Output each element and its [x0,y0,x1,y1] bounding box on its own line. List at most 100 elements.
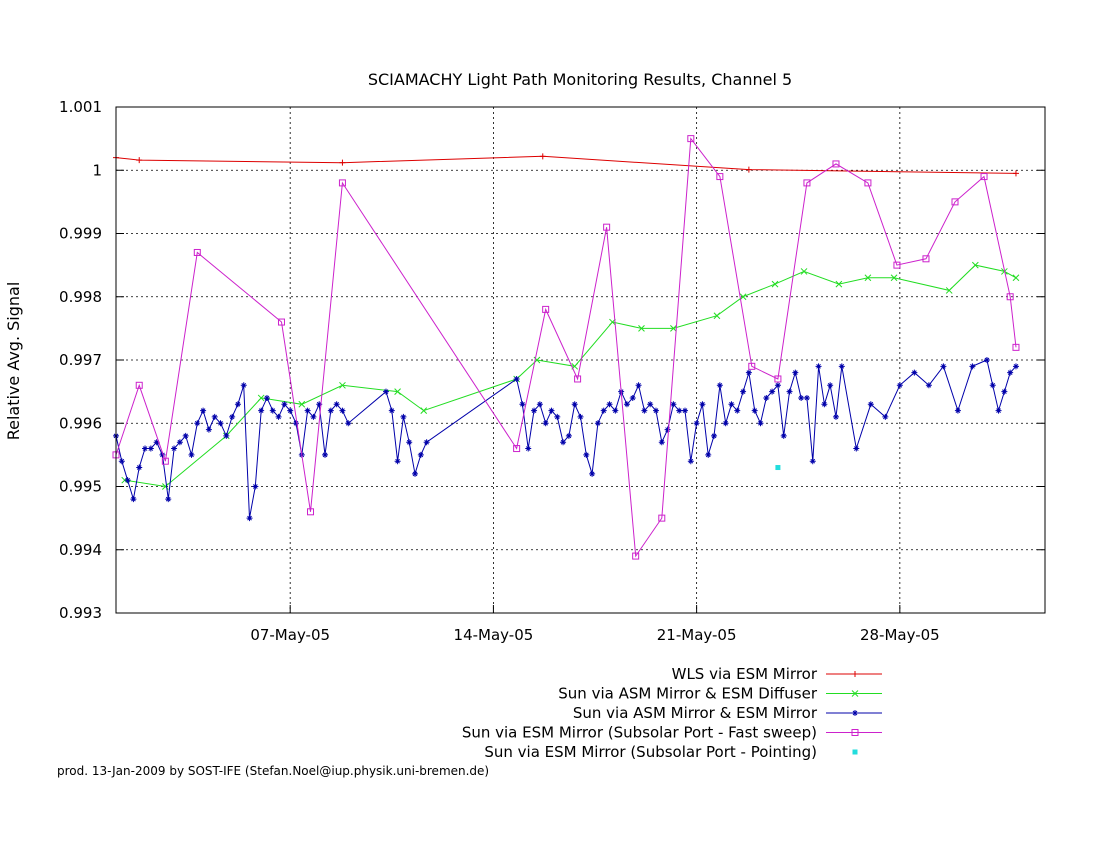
data-point [740,388,747,395]
data-point [345,420,352,427]
data-point [136,464,143,471]
data-point [223,432,230,439]
data-point [565,432,572,439]
data-point [800,268,808,275]
chart-title: SCIAMACHY Light Path Monitoring Results,… [368,70,792,89]
data-point [945,287,953,294]
y-tick-label: 0.998 [59,288,102,306]
data-point [417,451,424,458]
data-point [1012,170,1019,177]
data-point [951,198,959,206]
data-point [257,394,265,402]
data-point [835,280,843,288]
data-point [693,420,700,427]
data-point [676,407,683,414]
data-point [864,179,872,187]
legend-marker [852,671,858,677]
y-tick-label: 1.001 [59,98,102,116]
data-point [269,407,276,414]
legend-label: Sun via ESM Mirror (Subsolar Port - Poin… [484,743,817,761]
data-point [159,451,166,458]
data-point [519,401,526,408]
data-point [774,382,781,389]
data-point [882,413,889,420]
data-point [687,135,695,143]
y-axis-ticks: 0.993 0.994 0.995 0.996 0.997 0.998 0.999 1 1.00… [59,98,1045,622]
data-point [531,407,538,414]
data-point [277,318,285,326]
data-point [1012,274,1020,282]
data-point [748,362,756,370]
data-point [147,445,154,452]
legend-label: Sun via ASM Mirror & ESM Mirror [573,704,818,722]
data-point [853,445,860,452]
data-point [211,413,218,420]
grid-lines [116,107,1045,613]
data-point [287,407,294,414]
data-point [229,413,236,420]
data-point [307,508,315,516]
data-point [775,465,781,471]
data-point [652,407,659,414]
data-point [792,369,799,376]
data-point [1012,363,1019,370]
data-point [632,552,640,560]
data-point [234,401,241,408]
y-tick-label: 0.993 [59,604,102,622]
data-point [339,381,346,389]
data-point [745,369,752,376]
data-point [838,363,845,370]
data-point [589,470,596,477]
data-point [751,407,758,414]
data-point [420,407,428,414]
data-point [298,400,306,408]
data-point [258,407,265,414]
y-tick-label: 0.997 [59,351,102,369]
series-4 [112,135,1020,560]
data-point [548,407,555,414]
data-point [647,401,654,408]
data-point [1006,293,1014,301]
data-point [577,413,584,420]
data-point [940,363,947,370]
data-point [339,407,346,414]
data-point [275,413,282,420]
data-point [623,401,630,408]
data-point [893,261,901,269]
legend-label: Sun via ASM Mirror & ESM Diffuser [558,685,818,703]
data-point [803,179,811,187]
data-point [539,153,546,160]
data-point [763,394,770,401]
x-axis-ticks: 07-May-05 14-May-05 21-May-05 28-May-05 [250,605,940,644]
data-point [925,382,932,389]
data-point [728,401,735,408]
data-point [161,457,169,465]
data-point [536,401,543,408]
data-point [864,274,872,282]
data-point [890,274,898,282]
data-series [112,135,1020,560]
data-point [827,382,834,389]
data-point [641,407,648,414]
data-point [394,458,401,465]
data-point [513,375,520,382]
data-point [118,458,125,465]
data-point [513,445,521,453]
data-point [165,496,172,503]
data-point [600,407,607,414]
data-point [406,439,413,446]
data-point [722,420,729,427]
y-tick-label: 0.999 [59,225,102,243]
series-5 [775,465,781,471]
data-point [670,325,677,332]
data-point [922,255,930,263]
data-point [400,413,407,420]
y-axis-label: Relative Avg. Signal [4,282,23,441]
data-point [606,401,613,408]
data-point [292,420,299,427]
data-point [194,420,201,427]
data-point [1001,388,1008,395]
data-point [205,426,212,433]
data-point [217,420,224,427]
data-point [780,432,787,439]
